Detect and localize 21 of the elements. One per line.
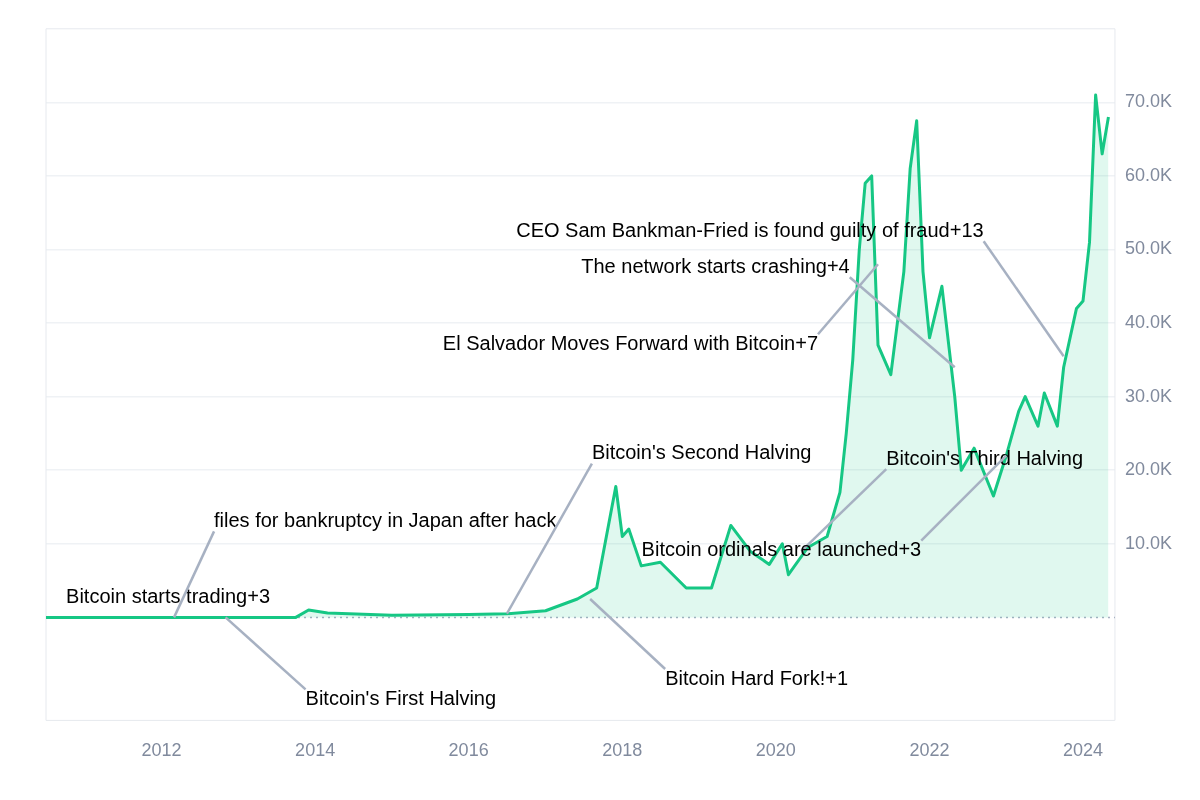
- annotation: Bitcoin's First Halving: [305, 686, 497, 709]
- y-tick-label: 60.0K: [1124, 164, 1173, 185]
- y-tick-label: 40.0K: [1124, 312, 1173, 333]
- y-tick-label: 20.0K: [1124, 459, 1173, 480]
- annotation: El Salvador Moves Forward with Bitcoin+7: [442, 331, 818, 354]
- x-tick-label: 2022: [909, 740, 950, 761]
- annotation: Bitcoin starts trading+3: [66, 584, 271, 607]
- y-tick-label: 10.0K: [1124, 532, 1173, 553]
- annotation: Bitcoin Hard Fork!+1: [665, 666, 849, 689]
- x-tick-label: 2020: [755, 740, 796, 761]
- annotation: files for bankruptcy in Japan after hack: [214, 508, 558, 531]
- x-tick-label: 2016: [448, 740, 489, 761]
- y-tick-label: 30.0K: [1124, 385, 1173, 406]
- x-tick-label: 2012: [141, 740, 182, 761]
- x-tick-label: 2018: [602, 740, 643, 761]
- y-tick-label: 50.0K: [1124, 238, 1173, 259]
- annotation: Bitcoin's Second Halving: [591, 441, 812, 464]
- annotation: The network starts crashing+4: [581, 254, 850, 277]
- y-tick-label: 70.0K: [1124, 91, 1173, 112]
- x-tick-label: 2014: [295, 740, 336, 761]
- x-tick-label: 2024: [1062, 740, 1104, 761]
